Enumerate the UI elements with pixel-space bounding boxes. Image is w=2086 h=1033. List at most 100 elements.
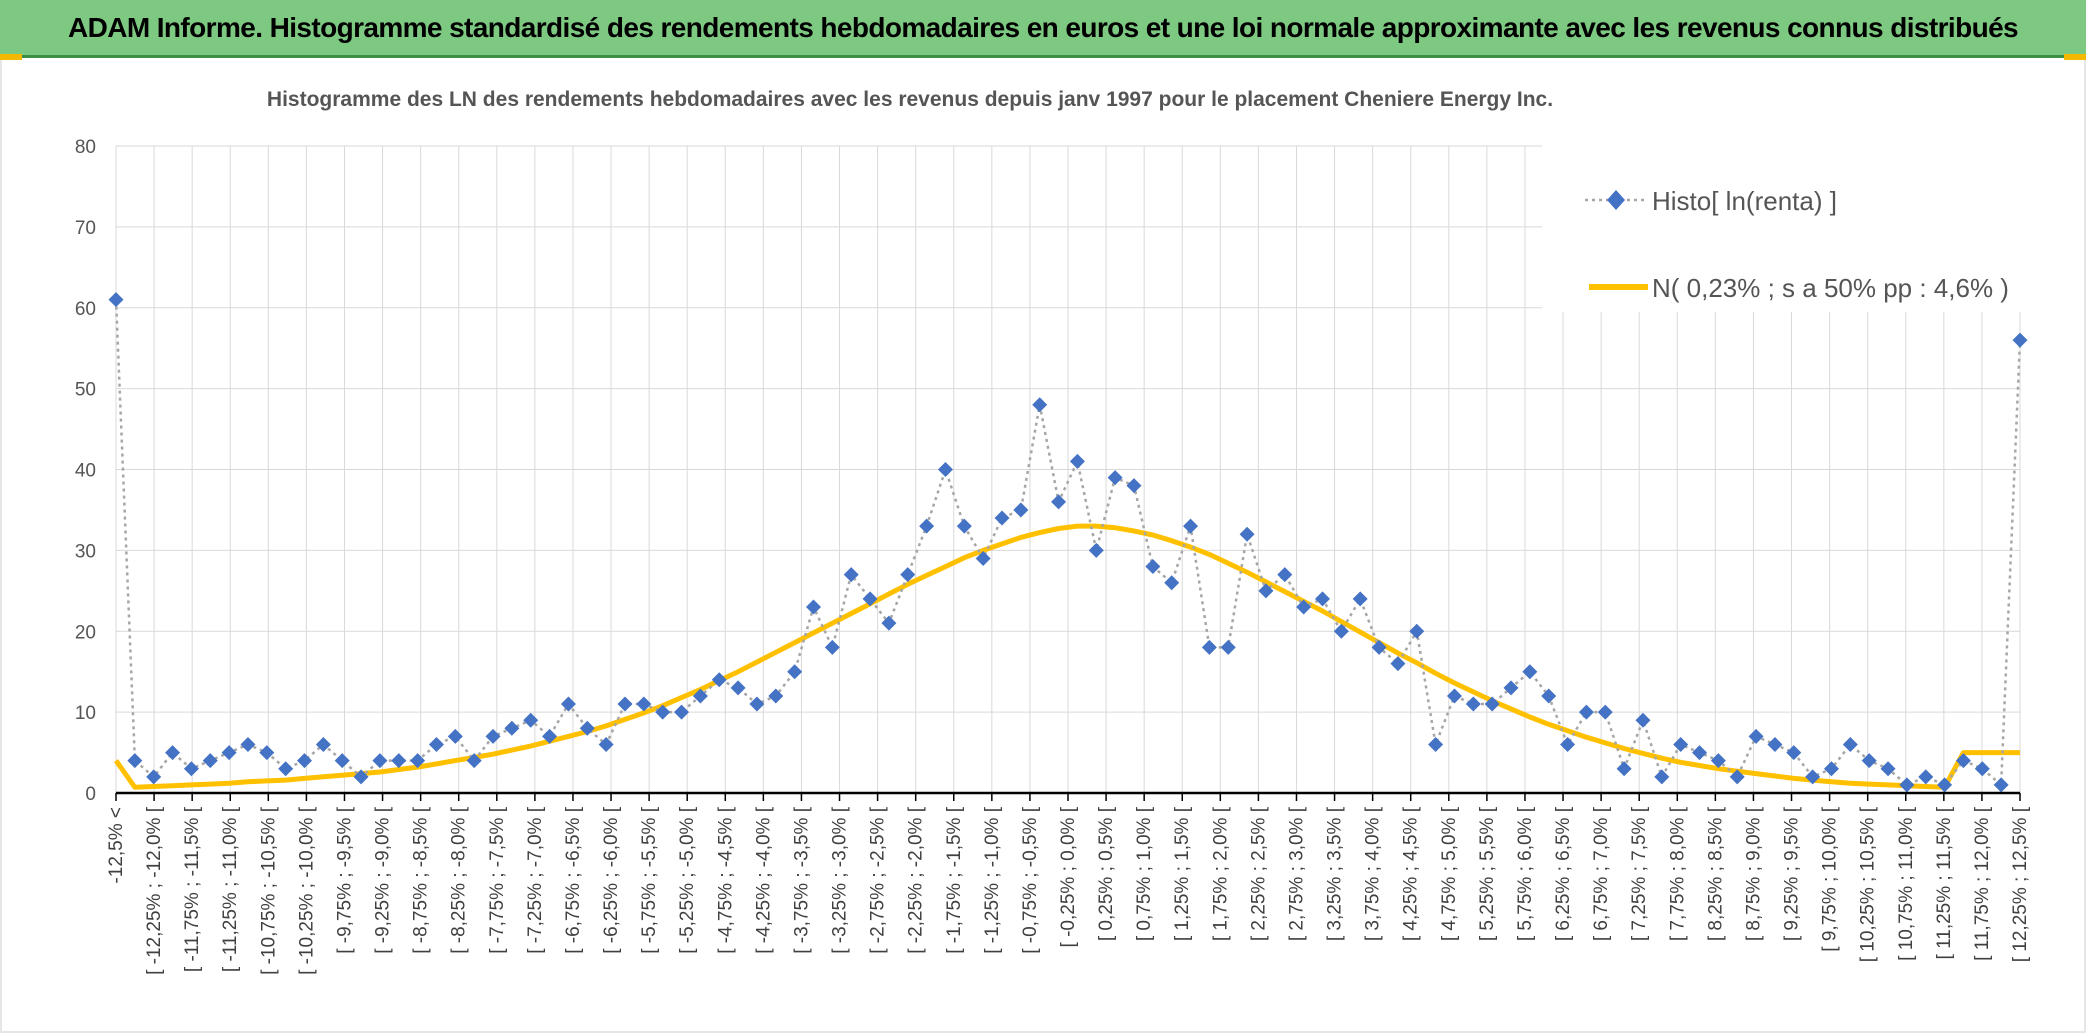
histogram-point [919,518,935,534]
histogram-point [655,704,671,720]
histogram-point [165,745,181,761]
x-tick-label: [ 2,75% ; 3,0% [ [1286,806,1307,941]
x-tick-label: [ -7,25% ; -7,0% [ [525,806,546,954]
legend: Histo[ ln(renta) ] N( 0,23% ; s a 50% pp… [1542,130,2028,312]
x-tick-label: [ 7,25% ; 7,5% [ [1629,806,1650,941]
legend-histo-label: Histo[ ln(renta) ] [1652,186,1837,216]
histogram-point [1352,591,1368,607]
x-tick-label: [ 5,25% ; 5,5% [ [1477,806,1498,941]
legend-normal-label: N( 0,23% ; s a 50% pp : 4,6% ) [1652,273,2009,303]
x-tick-label: [ -1,25% ; -1,0% [ [982,806,1003,954]
histogram-point [617,696,633,712]
x-tick-label: [ 0,25% ; 0,5% [ [1096,806,1117,941]
x-tick-label: [ 6,75% ; 7,0% [ [1591,806,1612,941]
histogram-point [1107,470,1123,486]
legend-histo-marker [1607,190,1625,210]
histogram-point [1861,753,1877,769]
histogram-point [1371,639,1387,655]
x-tick-label: [ 7,75% ; 8,0% [ [1667,806,1688,941]
x-tick-label: [ -3,75% ; -3,5% [ [791,806,812,954]
histogram-point [862,591,878,607]
histogram-point [674,704,690,720]
histogram-point [297,753,313,769]
histogram-point [1220,639,1236,655]
histogram-point [1522,664,1538,680]
y-tick-label: 40 [75,461,96,482]
histogram-point [711,672,727,688]
histogram-point [956,518,972,534]
histogram-point [881,615,897,631]
histogram-point [410,753,426,769]
x-tick-label: [ 1,75% ; 2,0% [ [1210,806,1231,941]
histogram-point [1654,769,1670,785]
y-tick-label: 10 [75,703,96,724]
histogram-point [202,753,218,769]
x-tick-label: [ 8,25% ; 8,5% [ [1705,806,1726,941]
histogram-point [1597,704,1613,720]
histogram-point [1616,761,1632,777]
histogram-point [560,696,576,712]
histogram-point [749,696,765,712]
histogram-point [391,753,407,769]
x-tick-label: [ 10,25% ; 10,5% [ [1858,806,1879,962]
histogram-series [108,292,2028,793]
histogram-point [334,753,350,769]
histogram-point [504,720,520,736]
histogram-point [1145,559,1161,575]
normal-curve [113,523,2020,790]
y-tick-label: 20 [75,622,96,643]
histogram-point [1409,623,1425,639]
histogram-point [1767,736,1783,752]
histogram-point [1710,753,1726,769]
x-tick-label: [ -2,25% ; -2,0% [ [906,806,927,954]
histogram-point [1201,639,1217,655]
x-tick-label: [ -10,75% ; -10,5% [ [258,806,279,975]
corner-accent-right [2064,54,2086,60]
histogram-point [1842,736,1858,752]
x-tick-label: [ 11,25% ; 11,5% [ [1934,806,1955,959]
x-tick-label: [ 6,25% ; 6,5% [ [1553,806,1574,941]
x-tick-label: -12,5% < [106,807,127,884]
histogram-point [1899,777,1915,793]
y-tick-label: 70 [75,218,96,239]
histogram-point [1069,453,1085,469]
histogram-point [2012,332,2028,348]
x-tick-label: [ -3,25% ; -3,0% [ [830,806,851,954]
histogram-point [824,639,840,655]
x-tick-label: [ -11,25% ; -11,0% [ [220,806,241,972]
x-tick-label: [ 5,75% ; 6,0% [ [1515,806,1536,941]
histogram-point [975,550,991,566]
histogram-point [1484,696,1500,712]
x-tick-label: [ -6,25% ; -6,0% [ [601,806,622,954]
histogram-point [1446,688,1462,704]
legend-box [1542,130,2028,312]
x-tick-label: [ -12,25% ; -12,0% [ [144,806,165,975]
histogram-point [523,712,539,728]
histogram-point [1051,494,1067,510]
histogram-point [466,753,482,769]
histogram-point [1692,745,1708,761]
histogram-point [1503,680,1519,696]
histogram-point [1993,777,2009,793]
histogram-point [1974,761,1990,777]
x-tick-label: [ 11,75% ; 12,0% [ [1972,806,1993,961]
histogram-point [447,728,463,744]
x-tick-label: [ 2,25% ; 2,5% [ [1248,806,1269,941]
y-tick-label: 30 [75,541,96,562]
x-tick-label: [ -5,25% ; -5,0% [ [677,806,698,954]
histogram-point [1183,518,1199,534]
histogram-point [1578,704,1594,720]
y-tick-label: 80 [75,137,96,158]
histogram-point [278,761,294,777]
histogram-point [146,769,162,785]
histogram-point [937,462,953,477]
histogram-point [1296,599,1312,615]
x-tick-label: [ 9,75% ; 10,0% [ [1820,806,1841,951]
page-title: ADAM Informe. Histogramme standardisé de… [67,11,2019,43]
histogram-point [240,736,256,752]
histogram-point [1635,712,1651,728]
x-tick-label: [ -7,75% ; -7,5% [ [487,806,508,954]
histogram-point [1258,583,1274,599]
grid-lines [115,145,2021,793]
histogram-point [1937,777,1953,793]
